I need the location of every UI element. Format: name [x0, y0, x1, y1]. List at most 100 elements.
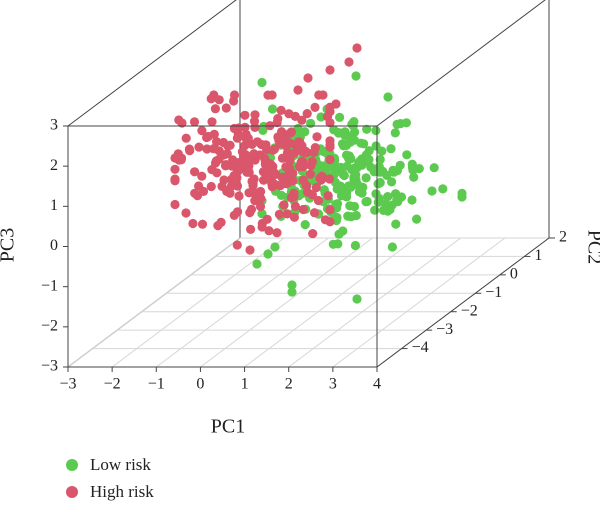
high-risk-point [325, 142, 335, 152]
high-risk-point [325, 205, 335, 215]
data-points [170, 43, 467, 304]
high-risk-point [219, 150, 229, 160]
low-risk-point [364, 154, 374, 165]
high-risk-point [315, 173, 325, 183]
x-axis-title: PC1 [211, 416, 245, 438]
high-risk-point [277, 127, 287, 137]
high-risk-point [244, 167, 254, 177]
high-risk-point [302, 109, 312, 119]
low-risk-point [287, 287, 297, 297]
high-risk-point [279, 200, 289, 210]
grid-line-x [288, 237, 462, 368]
high-risk-point [234, 191, 244, 201]
high-risk-point [245, 245, 255, 255]
high-risk-point [258, 167, 268, 177]
high-risk-point [325, 65, 335, 75]
low-risk-point [346, 154, 356, 164]
high-risk-point [297, 115, 307, 125]
high-risk-point [268, 145, 278, 155]
high-risk-point [276, 105, 286, 115]
high-risk-point [282, 209, 292, 219]
high-risk-point [309, 147, 319, 157]
z-tick-label: −1 [41, 277, 58, 294]
legend: Low risk High risk [66, 455, 154, 501]
low-risk-point [328, 239, 338, 249]
low-risk-point [252, 259, 262, 269]
high-risk-point [275, 139, 285, 149]
low-risk-point [339, 170, 349, 181]
high-risk-point [181, 133, 191, 143]
grid-line-x [332, 237, 506, 368]
high-risk-point [189, 117, 200, 127]
low-risk-point [407, 195, 417, 205]
low-risk-point [354, 187, 364, 197]
low-risk-point [374, 194, 384, 204]
box-edge [376, 0, 546, 127]
high-risk-point [307, 157, 317, 167]
y-axis-ticks: −4 −3 −2 −1 012 [401, 229, 567, 356]
high-risk-point [344, 57, 354, 67]
high-risk-point [311, 183, 321, 193]
low-risk-point [387, 242, 397, 252]
high-risk-point [325, 154, 335, 165]
x-tick-label: 3 [329, 376, 337, 393]
high-risk-point [225, 140, 235, 150]
low-risk-point [330, 168, 340, 178]
low-risk-point [391, 219, 401, 229]
y-tick-label: 0 [510, 266, 518, 283]
high-risk-point [207, 117, 217, 127]
low-risk-point [359, 139, 369, 149]
high-risk-point [210, 104, 220, 114]
high-risk-point [263, 174, 273, 184]
low-risk-point [370, 205, 380, 215]
low-risk-point [300, 220, 310, 230]
high-risk-point [170, 199, 180, 210]
legend-label-high-risk: High risk [90, 482, 154, 501]
high-risk-point [225, 188, 235, 198]
low-risk-point [383, 92, 393, 102]
high-risk-point [288, 176, 298, 186]
low-risk-point [352, 294, 362, 304]
low-risk-point [336, 162, 346, 172]
z-tick-label: 2 [50, 157, 58, 174]
y-tick-label: −3 [436, 321, 453, 338]
high-risk-point [240, 110, 250, 120]
low-risk-point [346, 133, 357, 143]
high-risk-point [298, 204, 308, 215]
high-risk-point [221, 161, 231, 171]
low-risk-point [409, 172, 419, 182]
grid-line-x [244, 237, 417, 368]
high-risk-point [303, 73, 313, 83]
high-risk-point [230, 173, 240, 183]
high-risk-point [245, 208, 255, 218]
low-risk-point [257, 77, 267, 88]
high-risk-point [229, 210, 239, 220]
high-risk-point [197, 126, 207, 136]
low-risk-point [371, 125, 381, 136]
y-tick-label: 2 [559, 229, 567, 246]
z-axis-ticks: −3 −2 −1 0 1 2 3 [41, 117, 68, 375]
high-risk-point [252, 137, 262, 147]
high-risk-point [170, 174, 180, 184]
low-risk-point [276, 190, 286, 200]
low-risk-point [270, 242, 280, 252]
high-risk-point [272, 228, 282, 238]
high-risk-point [262, 214, 272, 224]
grid-line-x [155, 237, 329, 368]
y-axis-title: PC2 [583, 230, 600, 264]
high-risk-point [206, 181, 216, 192]
high-risk-point [331, 99, 341, 109]
high-risk-point [209, 90, 219, 100]
high-risk-point [250, 110, 260, 120]
low-risk-point [352, 163, 362, 173]
high-risk-point [282, 137, 292, 147]
x-tick-label: −3 [59, 376, 76, 393]
high-risk-point [233, 158, 243, 168]
y-tick-label: −2 [461, 302, 478, 319]
low-risk-point [457, 192, 467, 202]
high-risk-point [269, 168, 279, 178]
high-risk-point [286, 193, 296, 203]
high-risk-point [313, 195, 323, 206]
low-risk-point [401, 118, 411, 128]
legend-marker-high-risk [66, 486, 78, 498]
